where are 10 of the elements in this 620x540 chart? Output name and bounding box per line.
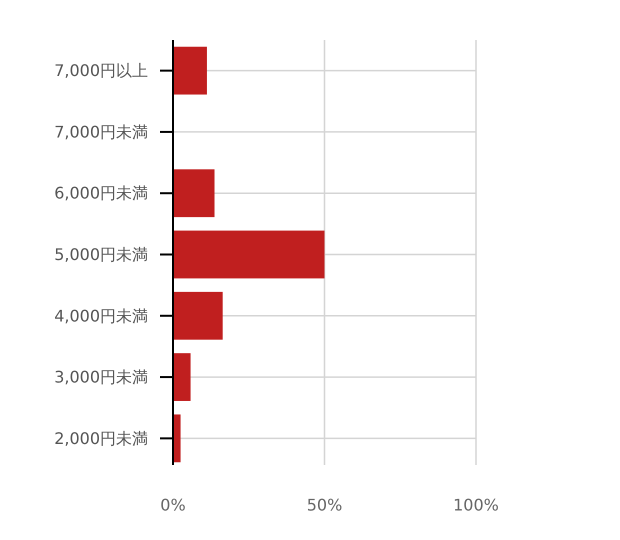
x-tick-label: 100% xyxy=(453,496,499,514)
y-tick-label: 2,000円未満 xyxy=(54,428,148,448)
y-tick-label: 3,000円未満 xyxy=(54,368,148,387)
y-tick-label: 5,000円未満 xyxy=(54,245,148,264)
y-tick-label: 4,000円未満 xyxy=(54,306,148,326)
x-tick-label: 0% xyxy=(160,496,186,514)
x-tick-label: 50% xyxy=(306,496,342,514)
y-tick-label: 6,000円未満 xyxy=(54,184,148,203)
y-tick-label: 7,000円以上 xyxy=(54,61,148,80)
y-tick-label: 7,000円未満 xyxy=(54,122,148,142)
